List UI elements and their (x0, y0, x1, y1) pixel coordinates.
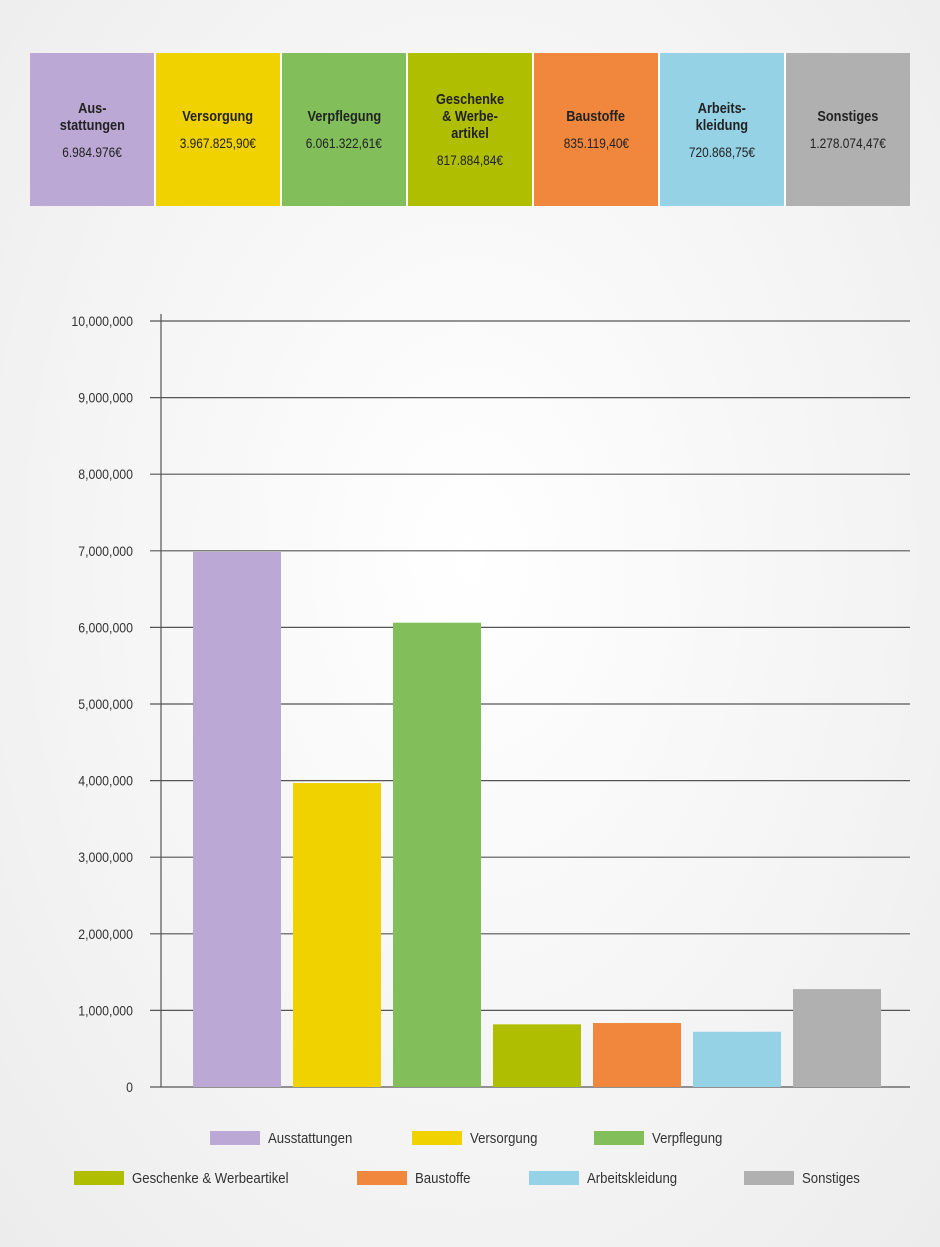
legend-swatch (74, 1171, 124, 1185)
bar (593, 1023, 681, 1087)
legend-label: Arbeitskleidung (587, 1169, 677, 1186)
category-value: 6.984.976€ (62, 143, 122, 160)
legend-label: Geschenke & Werbeartikel (132, 1169, 289, 1186)
summary-cell: Baustoffe 835.119,40€ (534, 53, 658, 206)
category-value: 3.967.825,90€ (179, 135, 257, 151)
legend-swatch (594, 1131, 644, 1145)
summary-cell: Versorgung 3.967.825,90€ (156, 53, 280, 206)
legend-label: Verpflegung (652, 1129, 722, 1146)
y-tick-label: 8,000,000 (78, 466, 133, 482)
legend-swatch (412, 1131, 462, 1145)
legend-swatch (210, 1131, 260, 1145)
legend-label: Versorgung (470, 1129, 537, 1146)
legend-label: Baustoffe (415, 1169, 471, 1186)
summary-header: Aus- stattungen 6.984.976€ Versorgung 3.967… (30, 53, 910, 206)
legend-label: Ausstattungen (268, 1129, 352, 1146)
summary-cell: Sonstiges 1.278.074,47€ (786, 53, 910, 206)
y-tick-label: 0 (126, 1079, 133, 1095)
summary-cell: Verpflegung 6.061.322,61€ (282, 53, 406, 206)
legend-swatch (529, 1171, 579, 1185)
legend-swatch (357, 1171, 407, 1185)
category-name: Baustoffe (566, 108, 626, 125)
bar (393, 622, 481, 1087)
y-tick-label: 5,000,000 (78, 696, 133, 712)
summary-cell: Geschenke & Werbe- artikel 817.884,84€ (408, 53, 532, 206)
y-tick-label: 9,000,000 (78, 390, 133, 406)
bar (193, 551, 281, 1087)
category-name: Arbeits- kleidung (695, 99, 749, 134)
y-tick-label: 7,000,000 (78, 543, 133, 559)
category-value: 835.119,40€ (563, 135, 629, 151)
category-name: Verpflegung (307, 108, 381, 125)
category-name: Versorgung (182, 108, 254, 125)
category-name: Geschenke & Werbe- artikel (435, 91, 505, 142)
category-value: 720.868,75€ (688, 143, 756, 160)
category-value: 817.884,84€ (436, 152, 504, 168)
bar (693, 1031, 781, 1087)
bar (493, 1024, 581, 1087)
category-value: 1.278.074,47€ (809, 135, 887, 151)
category-value: 6.061.322,61€ (305, 135, 383, 151)
y-tick-label: 10,000,000 (71, 313, 133, 329)
summary-cell: Aus- stattungen 6.984.976€ (30, 53, 154, 206)
bar (793, 989, 881, 1087)
bar (293, 783, 381, 1087)
y-tick-label: 6,000,000 (78, 620, 133, 636)
category-name: Aus- stattungen (59, 99, 125, 134)
legend-label: Sonstiges (802, 1169, 860, 1186)
y-tick-label: 2,000,000 (78, 926, 133, 942)
y-tick-label: 1,000,000 (78, 1003, 133, 1019)
category-name: Sonstiges (817, 108, 879, 125)
legend-swatch (744, 1171, 794, 1185)
y-tick-label: 4,000,000 (78, 773, 133, 789)
y-tick-label: 3,000,000 (78, 849, 133, 865)
summary-cell: Arbeits- kleidung 720.868,75€ (660, 53, 784, 206)
